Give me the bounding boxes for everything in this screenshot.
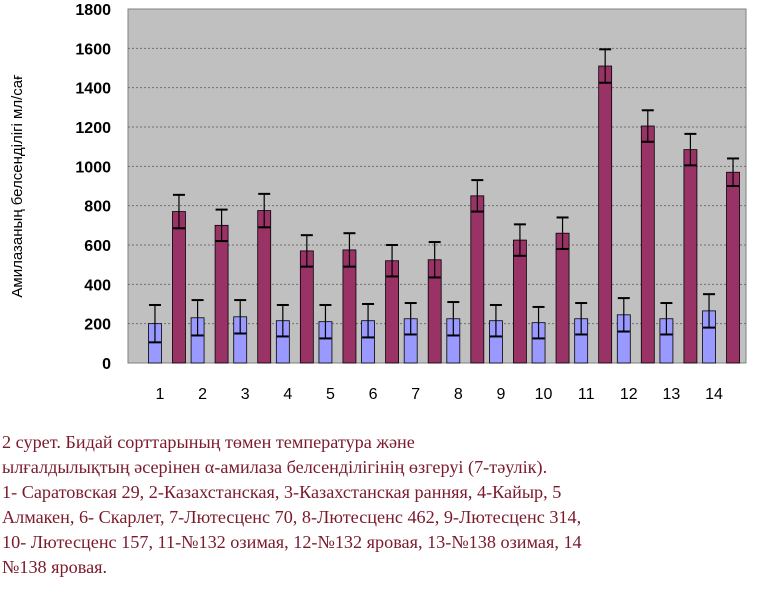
y-tick-label: 800 xyxy=(84,199,111,216)
y-tick-label: 200 xyxy=(84,317,111,334)
x-tick-label: 13 xyxy=(663,386,681,403)
caption-line-5: 10- Лютесценс 157, 11-№132 озимая, 12-№1… xyxy=(2,532,582,552)
x-tick-label: 3 xyxy=(241,386,250,403)
caption-line-2: ылғалдылықтың әсерінен α-амилаза белсенд… xyxy=(2,457,548,477)
x-tick-label: 7 xyxy=(411,386,420,403)
caption-line-4: Алмакен, 6- Скарлет, 7-Лютесценс 70, 8-Л… xyxy=(2,507,582,527)
caption-line-1: 2 сурет. Бидай сорттарының төмен темпера… xyxy=(2,432,415,452)
bar-series-2 xyxy=(555,232,570,364)
caption-line-6: №138 яровая. xyxy=(2,557,108,577)
bar-series-2 xyxy=(214,224,229,364)
x-tick-label: 5 xyxy=(326,386,335,403)
x-tick-label: 12 xyxy=(620,386,638,403)
x-tick-labels: 1 2 3 4 5 6 7 8 9 10 11 12 13 14 xyxy=(156,386,724,403)
bar-series-2 xyxy=(299,250,314,364)
y-tick-label: 1400 xyxy=(75,81,111,98)
bar-series-2 xyxy=(726,171,740,364)
x-tick-label: 8 xyxy=(454,386,463,403)
bar-series-2 xyxy=(683,149,698,364)
y-tick-label: 1200 xyxy=(75,120,111,137)
x-tick-label: 1 xyxy=(156,386,165,403)
y-tick-label: 600 xyxy=(84,238,111,255)
y-tick-label: 400 xyxy=(84,277,111,294)
x-tick-label: 14 xyxy=(705,386,723,403)
bar-series-2 xyxy=(513,239,527,364)
bar-series-2 xyxy=(598,65,613,364)
bar-series-2 xyxy=(257,210,272,364)
y-tick-label: 1600 xyxy=(75,41,111,58)
y-tick-labels: 0 200 400 600 800 1000 1200 1400 1600 1800 xyxy=(75,2,111,373)
bars xyxy=(148,65,740,364)
figure-caption: 2 сурет. Бидай сорттарының төмен темпера… xyxy=(2,430,780,580)
x-tick-label: 9 xyxy=(496,386,505,403)
bar-series-2 xyxy=(640,125,655,364)
y-tick-label: 0 xyxy=(102,356,111,373)
bar-series-2 xyxy=(172,211,186,364)
x-tick-label: 6 xyxy=(369,386,378,403)
x-tick-label: 4 xyxy=(283,386,292,403)
x-tick-label: 11 xyxy=(578,386,595,403)
x-tick-label: 10 xyxy=(535,386,553,403)
y-tick-label: 1800 xyxy=(75,2,111,19)
x-tick-label: 2 xyxy=(198,386,207,403)
error-bars xyxy=(148,48,740,344)
y-axis-label: Амилазаның белсенділігі мл/сағ xyxy=(9,74,26,298)
y-tick-label: 1000 xyxy=(75,159,111,176)
bar-series-2 xyxy=(470,195,485,364)
caption-line-3: 1- Саратовская 29, 2-Казахстанская, 3-Ка… xyxy=(2,482,562,502)
